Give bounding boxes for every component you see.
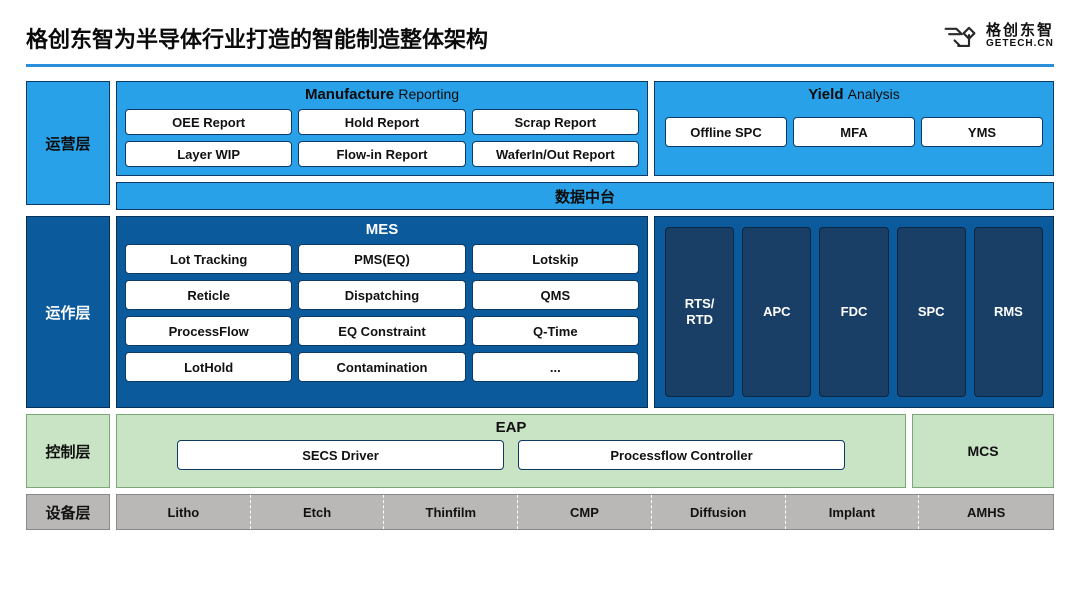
pill-lot-tracking: Lot Tracking <box>125 244 292 274</box>
panel-title-mes: MES <box>117 217 647 240</box>
logo-cn: 格创东智 <box>986 23 1054 39</box>
panel-mes: MES Lot Tracking PMS(EQ) Lotskip Reticle… <box>116 216 648 408</box>
logo-en: GETECH.CN <box>986 39 1054 50</box>
logo-text: 格创东智 GETECH.CN <box>986 23 1054 49</box>
layer-equipment: 设备层 Litho Etch Thinfilm CMP Diffusion Im… <box>26 494 1054 530</box>
pill-dispatching: Dispatching <box>298 280 465 310</box>
pill-qtime: Q-Time <box>472 316 639 346</box>
col-spc: SPC <box>897 227 966 397</box>
pill-lothold: LotHold <box>125 352 292 382</box>
pill-lotskip: Lotskip <box>472 244 639 274</box>
equip-diffusion: Diffusion <box>652 495 786 529</box>
panel-mcs: MCS <box>912 414 1054 488</box>
ya-title-sub: Analysis <box>848 86 900 102</box>
equip-implant: Implant <box>786 495 920 529</box>
pill-reticle: Reticle <box>125 280 292 310</box>
layer-label-ops-mgmt: 运营层 <box>26 81 110 205</box>
col-fdc: FDC <box>819 227 888 397</box>
eap-grid: SECS Driver Processflow Controller <box>117 438 905 480</box>
pill-mfa: MFA <box>793 117 915 147</box>
equipment-row: Litho Etch Thinfilm CMP Diffusion Implan… <box>116 494 1054 530</box>
equip-etch: Etch <box>251 495 385 529</box>
col-rts-rtd: RTS/RTD <box>665 227 734 397</box>
panel-ops-columns: RTS/RTD APC FDC SPC RMS <box>654 216 1054 408</box>
panel-title-ya: Yield Analysis <box>655 82 1053 105</box>
data-mid-platform: 数据中台 <box>116 182 1054 210</box>
pill-waferinout-report: WaferIn/Out Report <box>472 141 639 167</box>
ya-title-main: Yield <box>808 86 843 103</box>
col-rms: RMS <box>974 227 1043 397</box>
pill-secs-driver: SECS Driver <box>177 440 504 470</box>
ya-grid: Offline SPC MFA YMS <box>655 105 1053 165</box>
pill-eq-constraint: EQ Constraint <box>298 316 465 346</box>
layer-label-equipment: 设备层 <box>26 494 110 530</box>
logo: 格创东智 GETECH.CN <box>942 22 1054 50</box>
pill-flowin-report: Flow-in Report <box>298 141 465 167</box>
panel-title-eap: EAP <box>117 415 905 438</box>
title-text: 格创东智为半导体行业打造的智能制造整体架构 <box>26 22 488 54</box>
ops-columns: RTS/RTD APC FDC SPC RMS <box>665 227 1043 397</box>
pill-contamination: Contamination <box>298 352 465 382</box>
logo-icon <box>942 22 978 50</box>
pill-more: ... <box>472 352 639 382</box>
panel-manufacture-reporting: Manufacture Reporting OEE Report Hold Re… <box>116 81 648 176</box>
pill-hold-report: Hold Report <box>298 109 465 135</box>
mes-grid: Lot Tracking PMS(EQ) Lotskip Reticle Dis… <box>117 240 647 390</box>
slide: 格创东智为半导体行业打造的智能制造整体架构 格创东智 GETECH.CN 运 <box>0 0 1080 608</box>
title-underline <box>26 64 1054 67</box>
architecture-diagram: 运营层 Manufacture Reporting OEE Report Hol… <box>26 81 1054 530</box>
header: 格创东智为半导体行业打造的智能制造整体架构 格创东智 GETECH.CN <box>26 22 1054 54</box>
pill-oee-report: OEE Report <box>125 109 292 135</box>
layer-ops-exec: 运作层 MES Lot Tracking PMS(EQ) Lotskip Ret… <box>26 216 1054 408</box>
pill-qms: QMS <box>472 280 639 310</box>
pill-scrap-report: Scrap Report <box>472 109 639 135</box>
pill-pms-eq: PMS(EQ) <box>298 244 465 274</box>
equip-thinfilm: Thinfilm <box>384 495 518 529</box>
panel-eap: EAP SECS Driver Processflow Controller <box>116 414 906 488</box>
pill-layer-wip: Layer WIP <box>125 141 292 167</box>
pill-processflow: ProcessFlow <box>125 316 292 346</box>
mfg-title-main: Manufacture <box>305 86 394 103</box>
layer-control: 控制层 EAP SECS Driver Processflow Controll… <box>26 414 1054 488</box>
layer-ops-mgmt: 运营层 Manufacture Reporting OEE Report Hol… <box>26 81 1054 210</box>
equip-litho: Litho <box>117 495 251 529</box>
page-title: 格创东智为半导体行业打造的智能制造整体架构 <box>26 22 488 54</box>
pill-yms: YMS <box>921 117 1043 147</box>
pill-offline-spc: Offline SPC <box>665 117 787 147</box>
mfg-grid: OEE Report Hold Report Scrap Report Laye… <box>117 105 647 175</box>
panel-yield-analysis: Yield Analysis Offline SPC MFA YMS <box>654 81 1054 176</box>
mfg-title-sub: Reporting <box>398 86 459 102</box>
panel-title-mfg: Manufacture Reporting <box>117 82 647 105</box>
equip-cmp: CMP <box>518 495 652 529</box>
layer-label-control: 控制层 <box>26 414 110 488</box>
layer-label-ops-exec: 运作层 <box>26 216 110 408</box>
col-apc: APC <box>742 227 811 397</box>
equip-amhs: AMHS <box>919 495 1053 529</box>
pill-processflow-controller: Processflow Controller <box>518 440 845 470</box>
